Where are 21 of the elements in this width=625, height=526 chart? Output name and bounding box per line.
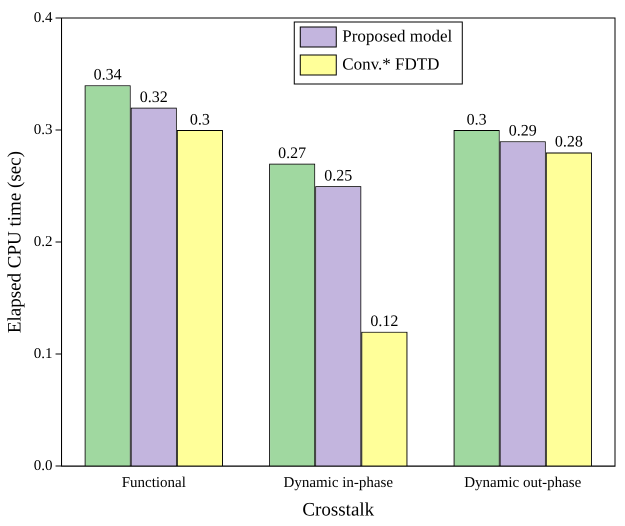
data-label: 0.34 [94, 66, 122, 84]
y-axis-title: Elapsed CPU time (sec) [4, 151, 26, 334]
y-tick-label: 0.4 [34, 10, 54, 26]
y-tick-label: 0.0 [34, 458, 53, 474]
data-label: 0.27 [278, 144, 306, 162]
data-label: 0.32 [140, 88, 168, 106]
data-label: 0.3 [466, 111, 487, 128]
x-axis-title: Crosstalk [302, 500, 375, 521]
legend-label: Proposed model [342, 26, 453, 46]
y-tick-label: 0.1 [34, 346, 53, 362]
x-tick-label: Dynamic out-phase [464, 475, 582, 492]
data-label: 0.3 [190, 111, 210, 128]
y-tick-label: 0.2 [34, 234, 53, 250]
x-tick-label: Functional [122, 475, 186, 492]
data-label: 0.29 [508, 122, 537, 140]
data-label: 0.25 [324, 167, 352, 184]
y-tick-label: 0.3 [34, 122, 53, 138]
x-tick-label: Dynamic in-phase [283, 475, 394, 492]
data-label: 0.12 [370, 312, 398, 330]
legend-label: Conv.* FDTD [342, 54, 440, 74]
data-label: 0.28 [554, 134, 583, 151]
